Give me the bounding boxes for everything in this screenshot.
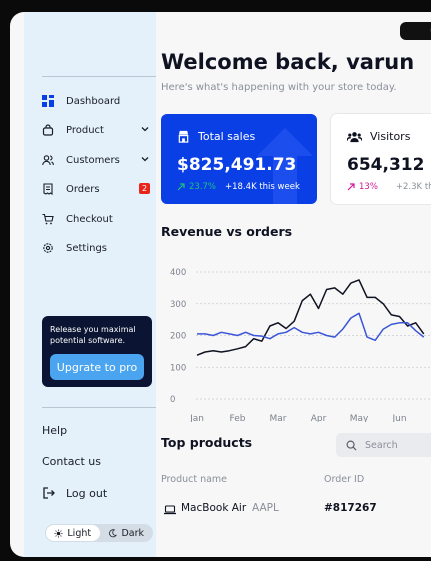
sidebar-item-checkout[interactable]: Checkout <box>42 209 156 229</box>
logout-button[interactable]: Log out <box>42 486 107 500</box>
table-row[interactable]: MacBook Air AAPL #817267 <box>161 500 431 520</box>
sidebar-item-label: Product <box>66 124 104 136</box>
page-subtitle: Here's what's happening with your store … <box>161 82 397 93</box>
revenue-orders-chart: 0 100 200 300 400 Jan Feb Mar Apr May Jun <box>170 268 431 422</box>
search-placeholder: Search <box>365 439 398 451</box>
promo-text: Release you maximal potential software. <box>50 325 136 345</box>
main-content: Welcome back, varun Here's what's happen… <box>156 12 431 557</box>
order-id: #817267 <box>324 502 377 514</box>
chart-title: Revenue vs orders <box>161 224 293 239</box>
theme-light-label: Light <box>67 527 92 539</box>
y-tick-label: 400 <box>170 268 186 278</box>
chevron-down-icon[interactable] <box>140 124 150 137</box>
shop-icon <box>177 130 190 143</box>
visitors-label: Visitors <box>370 130 411 143</box>
upgrade-button[interactable]: Upgrate to pro <box>50 354 144 380</box>
sidebar-item-label: Customers <box>66 154 120 166</box>
upgrade-promo-card: Release you maximal potential software. … <box>42 316 152 387</box>
total-sales-delta: +18.4K this week <box>225 182 300 192</box>
total-sales-change: 23.7% <box>189 182 217 192</box>
y-tick-label: 100 <box>170 363 186 373</box>
sidebar-item-customers[interactable]: Customers <box>42 150 156 170</box>
y-tick-label: 300 <box>170 300 186 310</box>
sun-icon <box>54 528 63 538</box>
users-icon <box>42 154 54 166</box>
sidebar: Dashboard Product Customers <box>24 12 156 557</box>
total-sales-label: Total sales <box>198 130 256 143</box>
app-screen: Dashboard Product Customers <box>10 12 431 557</box>
top-products-title: Top products <box>161 435 253 450</box>
product-name: MacBook Air <box>181 502 247 514</box>
visitors-title: Visitors <box>347 130 410 143</box>
y-tick-label: 200 <box>170 332 186 342</box>
series-line-1 <box>197 312 425 342</box>
search-icon <box>346 440 357 451</box>
sidebar-divider <box>42 76 156 77</box>
sidebar-divider <box>42 407 156 408</box>
trend-up-icon <box>177 183 185 191</box>
visitors-card: Visitors 654,312 13% +2.3K th <box>331 114 431 204</box>
x-tick-label: Feb <box>230 414 246 422</box>
arrow-up-decor-icon <box>257 128 313 204</box>
laptop-icon <box>164 505 176 515</box>
page-title: Welcome back, varun <box>161 50 415 74</box>
total-sales-title: Total sales <box>177 130 255 143</box>
visitors-delta: +2.3K th <box>395 182 431 192</box>
camera-notch <box>400 22 431 40</box>
sidebar-item-label: Orders <box>66 183 100 195</box>
sidebar-item-label: Dashboard <box>66 95 121 107</box>
column-header-product: Product name <box>161 474 228 485</box>
x-tick-label: May <box>350 414 369 422</box>
moon-icon <box>108 528 118 538</box>
bag-icon <box>42 124 54 136</box>
visitors-meta: 13% +2.3K th <box>347 182 431 192</box>
x-tick-label: Mar <box>270 414 287 422</box>
trend-up-icon <box>347 183 355 191</box>
gear-icon <box>42 242 54 254</box>
sidebar-item-orders[interactable]: Orders 2 <box>42 179 156 199</box>
sidebar-item-label: Settings <box>66 242 108 254</box>
y-tick-label: 0 <box>170 395 175 405</box>
users-icon <box>347 131 362 143</box>
visitors-value: 654,312 <box>347 155 425 175</box>
product-ticker: AAPL <box>252 502 279 514</box>
x-tick-label: Apr <box>311 414 327 422</box>
sidebar-item-settings[interactable]: Settings <box>42 238 156 258</box>
total-sales-value: $825,491.73 <box>177 155 297 175</box>
theme-toggle: Light Dark <box>45 524 153 542</box>
series-line-0 <box>196 279 425 356</box>
theme-light-option[interactable]: Light <box>46 525 100 541</box>
logout-icon <box>42 486 56 500</box>
theme-dark-label: Dark <box>121 527 145 539</box>
column-header-order-id: Order ID <box>324 474 365 485</box>
logout-label: Log out <box>66 486 108 500</box>
cart-icon <box>42 213 54 225</box>
x-tick-label: Jan <box>189 414 204 422</box>
sidebar-item-product[interactable]: Product <box>42 120 156 140</box>
theme-dark-option[interactable]: Dark <box>100 525 154 541</box>
visitors-change: 13% <box>359 182 378 192</box>
contact-us-link[interactable]: Contact us <box>42 455 101 468</box>
product-search-input[interactable]: Search <box>336 433 431 457</box>
x-tick-label: Jun <box>391 414 406 422</box>
total-sales-card: Total sales $825,491.73 23.7% +18.4K thi… <box>161 114 317 204</box>
total-sales-meta: 23.7% +18.4K this week <box>177 182 300 192</box>
sidebar-item-dashboard[interactable]: Dashboard <box>42 91 156 111</box>
orders-count-badge: 2 <box>139 183 150 194</box>
chevron-down-icon[interactable] <box>140 154 150 167</box>
sidebar-item-label: Checkout <box>66 213 113 225</box>
grid-icon <box>42 95 54 107</box>
receipt-icon <box>42 183 54 195</box>
help-link[interactable]: Help <box>42 424 68 437</box>
